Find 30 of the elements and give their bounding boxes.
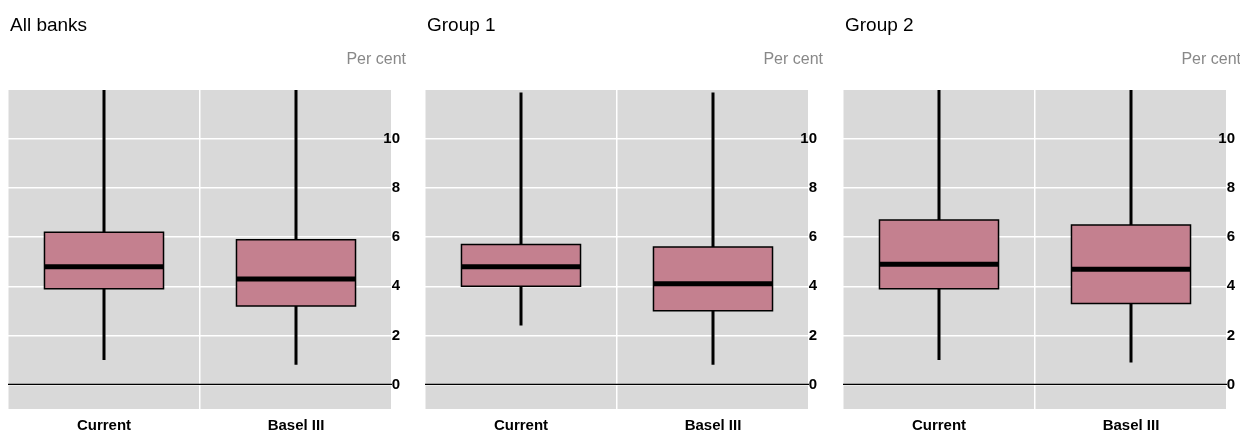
y-tick-label: 0: [1226, 374, 1235, 392]
y-tick-label: 2: [808, 325, 817, 343]
y-tick-label: 8: [1226, 178, 1235, 196]
chart-title: Group 1: [427, 14, 496, 36]
y-tick-label: 4: [808, 276, 818, 294]
y-tick-label: 4: [1226, 276, 1236, 294]
y-tick-label: 4: [391, 276, 401, 294]
chart-title: Group 2: [845, 14, 914, 36]
x-tick-label: Current: [76, 416, 132, 434]
y-tick-label: 8: [808, 178, 817, 196]
y-tick-label: 10: [1218, 129, 1235, 147]
y-axis-title: Per cent: [1181, 50, 1240, 68]
y-tick-label: 2: [391, 325, 400, 343]
y-axis-title: Per cent: [346, 50, 406, 68]
y-tick-label: 6: [1226, 227, 1235, 245]
y-tick-label: 6: [391, 227, 400, 245]
y-tick-label: 0: [808, 374, 817, 392]
y-tick-label: 10: [383, 129, 400, 147]
y-tick-label: 0: [391, 374, 400, 392]
y-tick-label: 10: [800, 129, 817, 147]
y-tick-label: 6: [808, 227, 817, 245]
y-axis-title: Per cent: [763, 50, 823, 68]
y-tick-label: 8: [391, 178, 400, 196]
x-tick-label: Basel III: [684, 416, 742, 434]
x-tick-label: Basel III: [267, 416, 325, 434]
chart-title: All banks: [10, 14, 88, 36]
y-tick-label: 2: [1226, 325, 1235, 343]
x-tick-label: Basel III: [1102, 416, 1160, 434]
x-tick-label: Current: [911, 416, 967, 434]
x-tick-label: Current: [493, 416, 549, 434]
